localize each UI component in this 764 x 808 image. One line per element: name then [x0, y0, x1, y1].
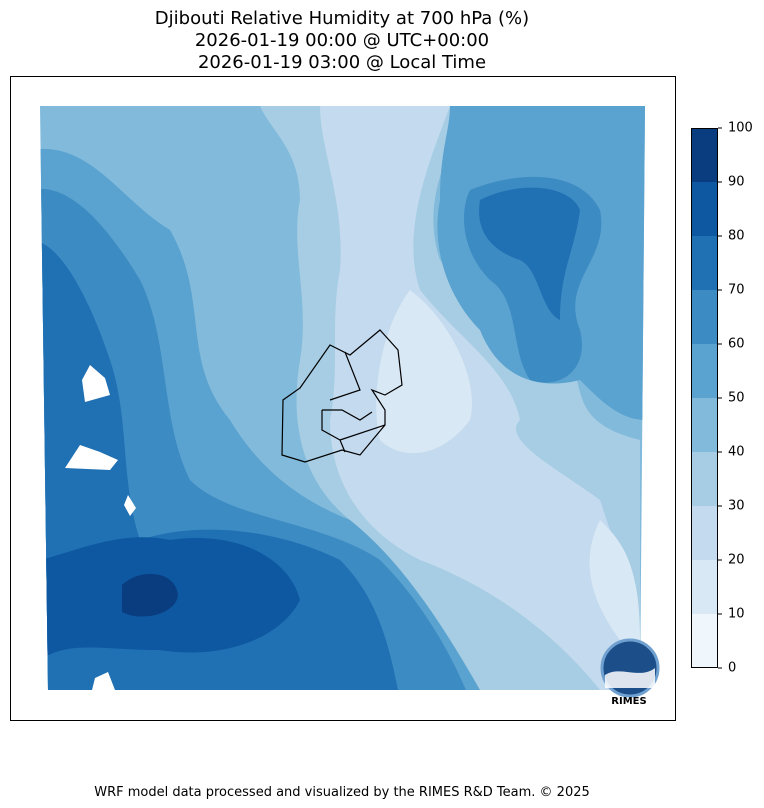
- title-line: Djibouti Relative Humidity at 700 hPa (%…: [155, 8, 529, 29]
- colorbar-segment: [691, 290, 718, 344]
- colorbar-segment: [691, 452, 718, 506]
- colorbar-tick-label: 20: [728, 553, 745, 568]
- colorbar-segment: [691, 236, 718, 290]
- colorbar-tick-label: 70: [728, 283, 745, 298]
- colorbar-segment: [691, 398, 718, 452]
- contour: [479, 187, 580, 320]
- colorbar-tick-label: 30: [728, 499, 745, 514]
- colorbar-tick-label: 40: [728, 445, 745, 460]
- colorbar-tick-label: 60: [728, 337, 745, 352]
- colorbar-tick-label: 50: [728, 391, 745, 406]
- humidity-field: [40, 106, 645, 690]
- contour: [376, 290, 640, 640]
- colorbar-segment: [691, 128, 718, 182]
- title-line: 2026-01-19 03:00 @ Local Time: [198, 52, 486, 73]
- colorbar-segment: [691, 560, 718, 614]
- title-line: 2026-01-19 00:00 @ UTC+00:00: [195, 30, 489, 51]
- colorbar-tick-label: 10: [728, 607, 745, 622]
- colorbar-frame: [691, 128, 718, 668]
- colorbar-segment: [691, 344, 718, 398]
- footer: WRF model data processed and visualized …: [94, 785, 590, 800]
- colorbar-tick-label: 90: [728, 175, 745, 190]
- logo-text: RIMES: [611, 696, 646, 707]
- colorbar-tick-label: 0: [728, 661, 736, 676]
- contour: [320, 106, 640, 690]
- rimes-logo: RIMES: [600, 638, 660, 707]
- missing-data: [65, 365, 136, 690]
- colorbar-tick-label: 80: [728, 229, 745, 244]
- colorbar-segment: [691, 614, 718, 668]
- djibouti-border: [281, 329, 403, 463]
- colorbar-tick-label: 100: [728, 121, 753, 136]
- contour: [122, 573, 178, 617]
- colorbar-segment: [691, 506, 718, 560]
- colorbar-segment: [691, 182, 718, 236]
- colorbar: 0 10 20 30 40 50 60 70 80 90 100: [691, 121, 753, 676]
